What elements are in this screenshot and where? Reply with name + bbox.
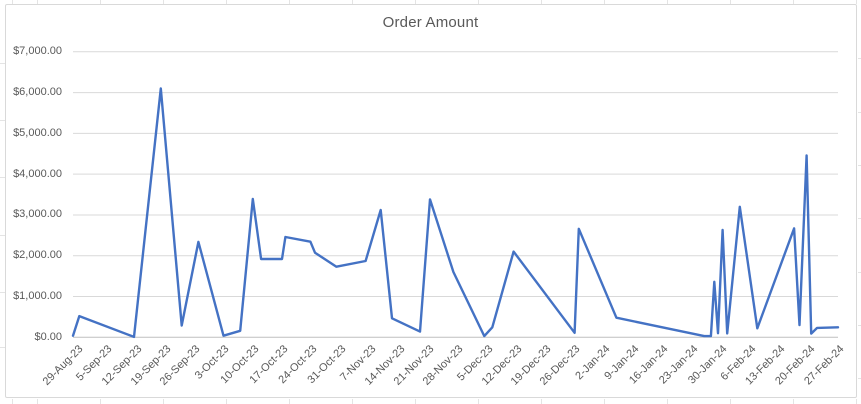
y-tick-label: $5,000.00 (13, 126, 62, 139)
sheet-gridline (163, 0, 164, 4)
sheet-gridline (858, 58, 861, 59)
y-tick-label: $6,000.00 (13, 86, 62, 99)
sheet-gridline (667, 399, 668, 404)
sheet-gridline (604, 0, 605, 4)
sheet-gridline (858, 112, 861, 113)
sheet-gridline (163, 399, 164, 404)
y-tick-label: $4,000.00 (13, 167, 62, 180)
y-tick-label: $3,000.00 (13, 208, 62, 221)
y-tick-label: $7,000.00 (13, 45, 62, 58)
sheet-gridline (858, 378, 861, 379)
sheet-gridline (0, 292, 5, 293)
chart-title: Order Amount (382, 14, 479, 31)
series-line (71, 87, 840, 339)
y-tick-label: $0.00 (34, 330, 62, 343)
sheet-gridline (478, 0, 479, 4)
sheet-gridline (415, 0, 416, 4)
sheet-gridline (856, 0, 857, 4)
sheet-gridline (478, 399, 479, 404)
y-tick-label: $1,000.00 (13, 290, 62, 302)
sheet-gridline (226, 0, 227, 4)
sheet-gridline (12, 399, 13, 404)
sheet-gridline (541, 0, 542, 4)
sheet-gridline (793, 399, 794, 404)
sheet-gridline (856, 399, 857, 404)
sheet-gridline (541, 399, 542, 404)
sheet-gridline (100, 399, 101, 404)
sheet-gridline (0, 177, 5, 178)
sheet-gridline (730, 0, 731, 4)
sheet-gridline (289, 0, 290, 4)
sheet-gridline (37, 399, 38, 404)
sheet-gridline (352, 399, 353, 404)
sheet-gridline (667, 0, 668, 4)
sheet-gridline (0, 120, 5, 121)
y-tick-label: $2,000.00 (13, 249, 62, 262)
sheet-gridline (100, 0, 101, 4)
sheet-gridline (0, 63, 5, 64)
sheet-gridline (730, 399, 731, 404)
sheet-gridline (858, 272, 861, 273)
sheet-gridline (352, 0, 353, 4)
sheet-gridline (289, 399, 290, 404)
sheet-gridline (415, 399, 416, 404)
sheet-gridline (37, 0, 38, 4)
sheet-gridline (858, 165, 861, 166)
sheet-gridline (0, 347, 5, 348)
sheet-gridline (226, 399, 227, 404)
sheet-gridline (858, 325, 861, 326)
sheet-gridline (12, 0, 13, 4)
sheet-gridline (604, 399, 605, 404)
sheet-gridline (793, 0, 794, 4)
sheet-gridline (0, 235, 5, 236)
sheet-gridline (858, 218, 861, 219)
